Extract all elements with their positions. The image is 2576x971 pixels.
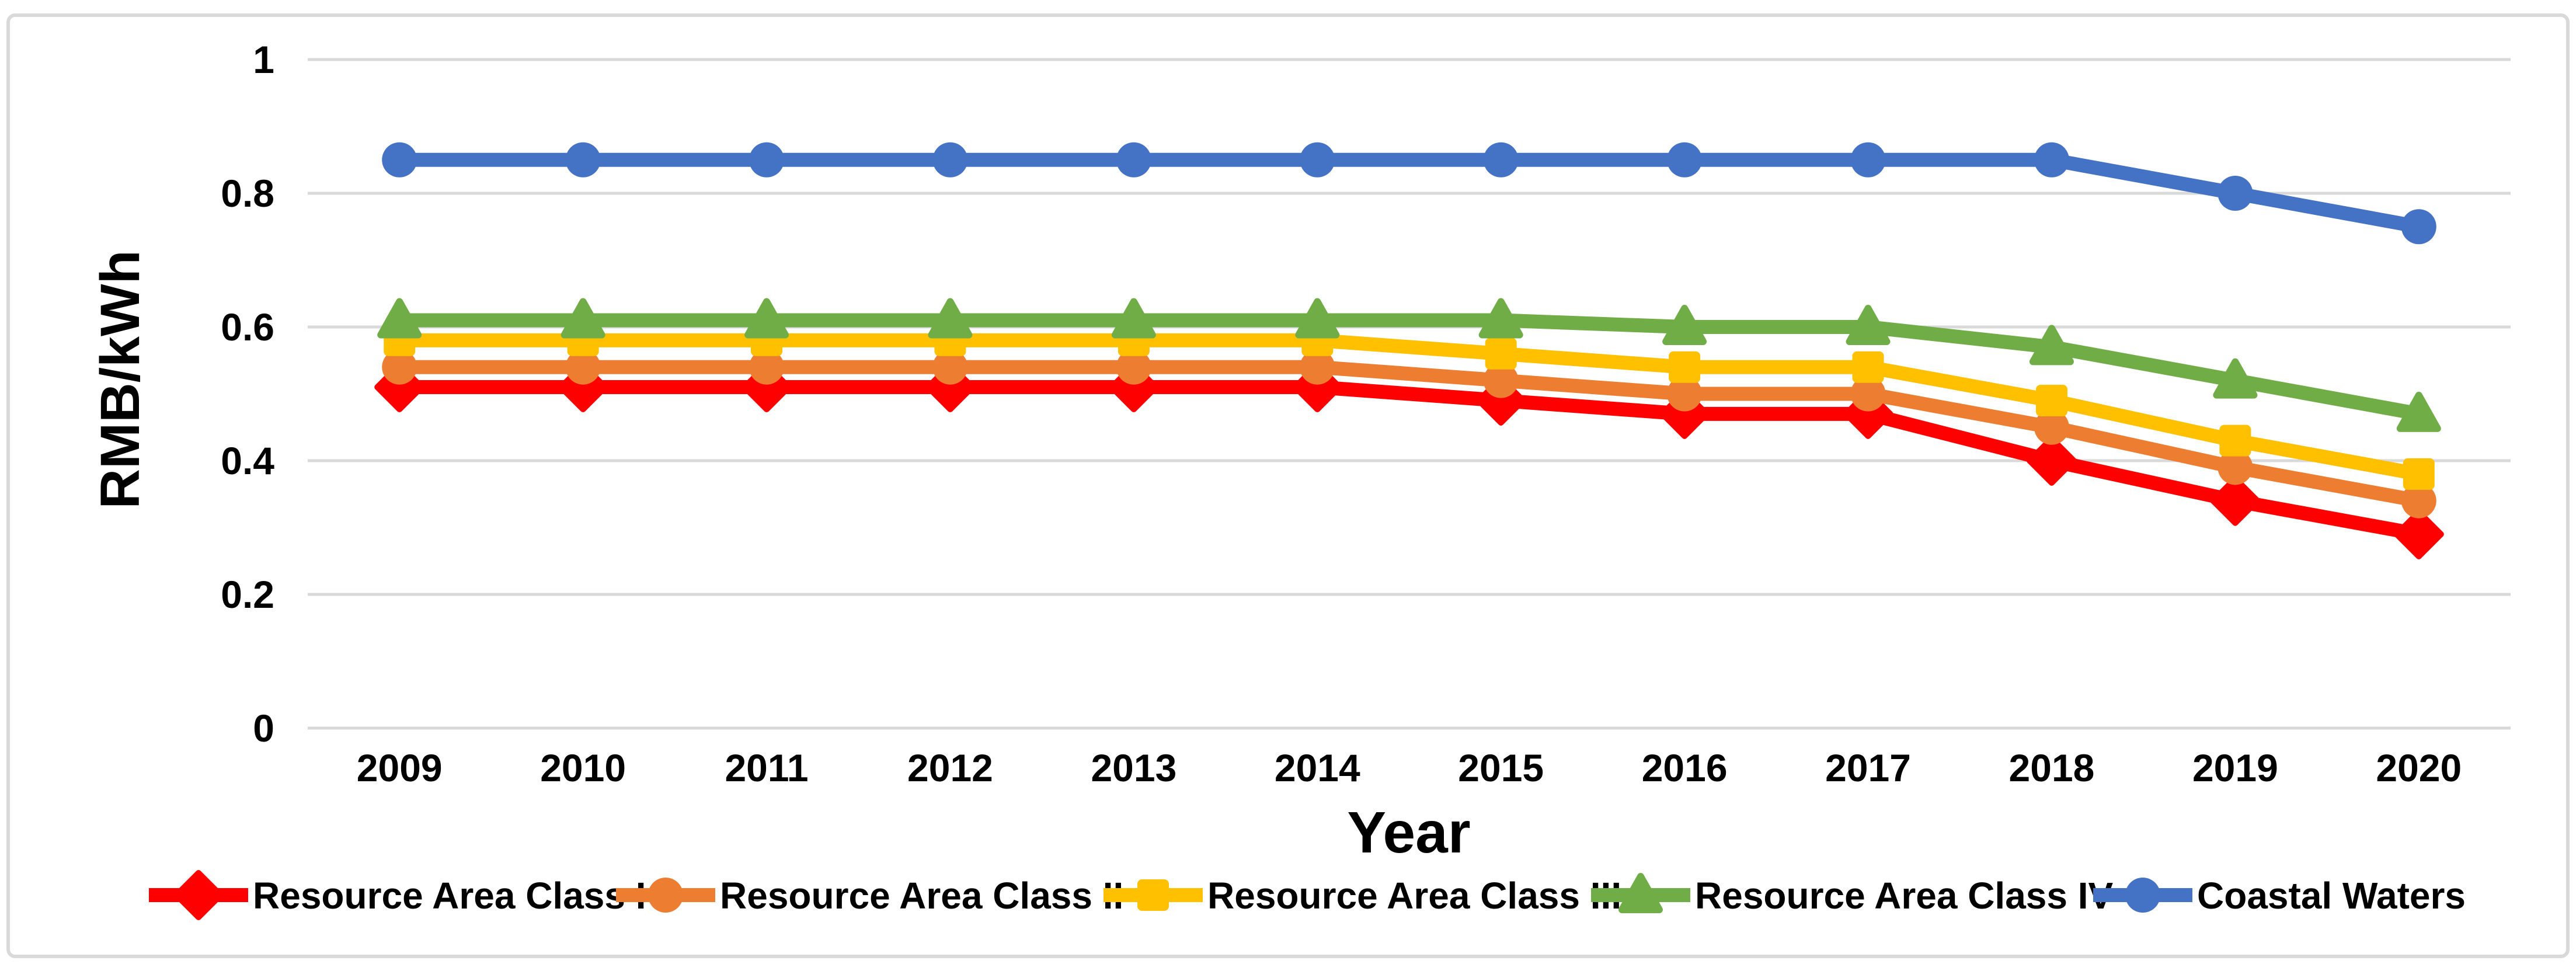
triangle-marker [2396,391,2441,432]
circle-marker [2401,483,2436,518]
circle-marker [565,349,601,385]
triangle-marker [744,298,789,339]
x-tick-label: 2010 [540,746,626,789]
legend-label: Resource Area Class IV [1695,875,2114,917]
circle-marker [932,142,968,178]
x-tick-label: 2018 [2009,746,2095,789]
triangle-marker [2029,325,2074,366]
circle-marker [1116,142,1151,178]
circle-marker [382,349,417,385]
circle-marker [2218,176,2253,211]
triangle-marker [1111,298,1156,339]
data-series [374,142,2444,559]
circle-marker [2034,142,2069,178]
circle-marker [1483,142,1519,178]
series-line [392,360,2426,508]
diamond-marker [173,870,224,920]
circle-marker [2034,409,2069,445]
diamond-marker [2026,436,2077,486]
circle-marker [1300,349,1335,385]
y-tick-label: 0 [253,707,274,750]
x-tick-label: 2016 [1642,746,1728,789]
series-line [392,380,2426,541]
series-coastal-waters [382,142,2436,245]
legend-label: Resource Area Class III [1207,875,1621,917]
triangle-marker [1662,305,1707,345]
x-tick-label: 2020 [2376,746,2462,789]
x-tick-label: 2012 [907,746,993,789]
legend-label: Resource Area Class II [720,875,1123,917]
chart-frame [6,13,2570,958]
y-axis-title: RMB/kWh [89,250,151,509]
series-resource-area-class-iv [377,298,2441,432]
circle-marker [648,878,683,913]
circle-marker [749,142,785,178]
y-tick-label: 0.6 [221,305,274,349]
circle-marker [565,142,601,178]
legend-label: Coastal Waters [2197,875,2466,917]
square-marker [2035,384,2067,416]
circle-marker [2218,450,2253,485]
series-line [392,333,2426,481]
y-tick-label: 0.4 [221,439,274,482]
triangle-marker [1618,873,1663,913]
series-resource-area-class-ii [382,349,2436,518]
x-tick-label: 2014 [1275,746,1360,789]
square-marker [1669,351,1701,383]
y-axis-tick-labels: 0 0.2 0.4 0.6 0.8 1 [221,38,274,750]
triangle-marker [2213,358,2258,399]
legend-label: Resource Area Class I [253,875,646,917]
circle-marker [1483,363,1519,398]
legend-item: Resource Area Class II [616,875,1123,917]
circle-marker [2125,878,2160,913]
circle-marker [932,349,968,385]
legend-item: Coastal Waters [2093,875,2466,917]
circle-marker [1300,142,1335,178]
triangle-marker [561,298,605,339]
x-tick-label: 2017 [1825,746,1911,789]
legend: Resource Area Class I Resource Area Class… [149,870,2466,920]
triangle-marker [928,298,973,339]
triangle-marker [377,298,422,339]
square-marker [2403,458,2435,490]
legend-item: Resource Area Class IV [1591,873,2114,917]
x-tick-label: 2011 [725,746,808,789]
triangle-marker [1295,298,1340,339]
triangle-marker [1478,298,1523,339]
circle-marker [1667,376,1703,412]
legend-item: Resource Area Class III [1103,875,1621,917]
y-tick-label: 1 [253,38,274,81]
circle-marker [2401,209,2436,245]
x-tick-label: 2015 [1458,746,1544,789]
diamond-marker [2210,475,2261,526]
x-tick-label: 2009 [357,746,443,789]
triangle-marker [1846,305,1891,345]
diamond-marker [2393,509,2444,559]
square-marker [1137,879,1169,911]
x-tick-label: 2019 [2192,746,2278,789]
y-tick-label: 0.8 [221,172,274,215]
x-axis-tick-labels: 2009 2010 2011 2012 2013 2014 2015 2016 2017 2018… [357,746,2462,789]
square-marker [2219,424,2251,457]
circle-marker [1850,376,1886,412]
circle-marker [382,142,417,178]
series-line [392,152,2426,234]
circle-marker [1850,142,1886,178]
circle-marker [1667,142,1703,178]
circle-marker [749,349,785,385]
square-marker [1852,351,1884,383]
x-tick-label: 2013 [1091,746,1176,789]
legend-item: Resource Area Class I [149,870,646,920]
square-marker [1485,337,1517,370]
x-axis-title: Year [1347,800,1470,865]
y-tick-label: 0.2 [221,573,274,616]
series-line [392,313,2426,421]
circle-marker [1116,349,1151,385]
